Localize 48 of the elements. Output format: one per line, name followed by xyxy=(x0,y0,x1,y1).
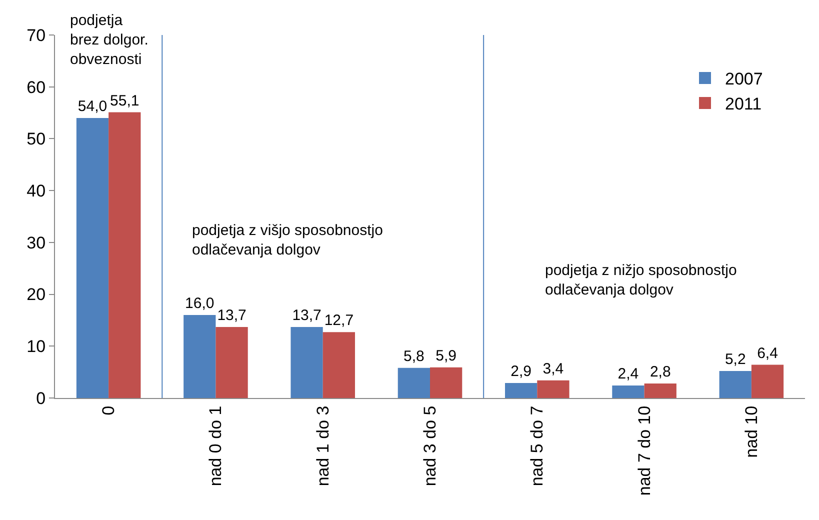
y-tick-label: 50 xyxy=(26,130,46,149)
bar xyxy=(751,364,784,398)
bar xyxy=(505,382,538,398)
y-tick-label: 20 xyxy=(26,285,46,304)
y-tick-label: 30 xyxy=(26,233,46,252)
data-label: 13,7 xyxy=(292,306,322,324)
x-tick-label: 0 xyxy=(99,406,118,416)
data-label: 3,4 xyxy=(542,360,564,378)
bar xyxy=(216,326,248,398)
x-tick-label: nad 5 do 7 xyxy=(528,406,547,486)
y-tick-label: 70 xyxy=(26,26,46,45)
data-label: 55,1 xyxy=(110,92,140,110)
bar xyxy=(108,112,141,398)
x-tick-label: nad 10 xyxy=(742,406,761,458)
bar xyxy=(184,315,216,398)
y-tick-label: 40 xyxy=(26,182,46,201)
bar xyxy=(398,368,430,398)
annotation: podjetja z višjo sposobnostjo odlačevanja dolgov xyxy=(192,222,383,258)
bar xyxy=(719,371,752,398)
data-label: 5,2 xyxy=(724,351,746,368)
y-tick-label: 0 xyxy=(36,388,46,408)
data-label: 12,7 xyxy=(324,312,354,330)
bar xyxy=(612,386,644,398)
bar xyxy=(290,326,323,398)
legend-label: 2011 xyxy=(725,94,762,114)
x-tick-label: nad 1 do 3 xyxy=(313,406,332,486)
bar xyxy=(76,118,109,398)
data-label: 2,9 xyxy=(510,362,532,380)
data-label: 54,0 xyxy=(78,98,108,115)
data-label: 16,0 xyxy=(185,295,214,312)
annotation: podjetja z nižjo sposobnostjo odlačevanja dolgov xyxy=(545,262,737,298)
y-tick-label: 10 xyxy=(26,337,46,356)
data-label: 5,9 xyxy=(436,347,456,364)
data-label: 5,8 xyxy=(404,348,424,365)
x-tick-label: nad 0 do 1 xyxy=(206,406,226,486)
bar xyxy=(537,380,570,398)
data-label: 13,7 xyxy=(217,306,246,324)
data-label: 2,8 xyxy=(650,363,671,380)
x-tick-label: nad 7 do 10 xyxy=(634,406,654,496)
x-tick-label: nad 3 do 5 xyxy=(420,406,440,486)
data-label: 6,4 xyxy=(757,344,778,362)
y-tick-label: 60 xyxy=(26,78,46,97)
bar xyxy=(430,367,462,398)
data-label: 2,4 xyxy=(618,366,639,383)
bar xyxy=(644,383,676,398)
legend-label: 2007 xyxy=(725,70,763,89)
bar xyxy=(322,332,355,398)
annotation: podjetja brez dolgor. obveznosti xyxy=(70,12,148,68)
